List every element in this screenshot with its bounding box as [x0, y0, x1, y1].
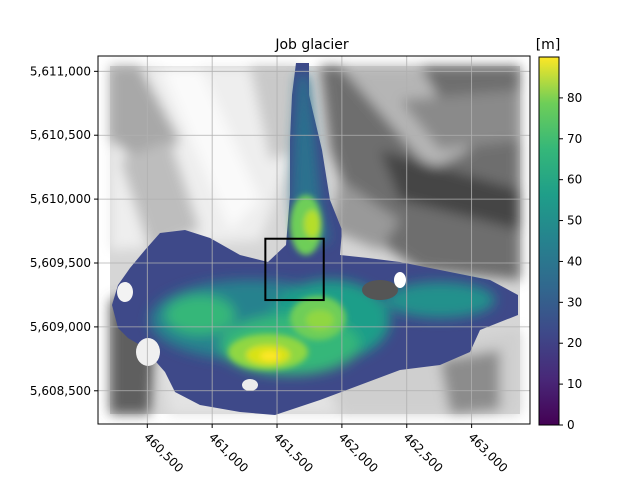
colorbar-tick-label: 70: [567, 132, 582, 146]
colorbar-tick-label: 10: [567, 377, 582, 391]
colorbar-tick-label: 20: [567, 336, 582, 350]
colorbar-tick-label: 40: [567, 254, 582, 268]
y-tick-label: 5,611,000: [30, 64, 91, 78]
x-tick-label: 461,000: [206, 430, 251, 475]
colorbar-tick-label: 0: [567, 418, 575, 432]
y-tick-label: 5,610,000: [30, 192, 91, 206]
colorbar: [m] 0 10 20 30 40 50 60 70 80: [536, 37, 583, 432]
x-tick-label: 460,500: [141, 430, 186, 475]
x-tick-label: 462,500: [401, 430, 446, 475]
colorbar-ticks: 0 10 20 30 40 50 60 70 80: [559, 91, 582, 432]
y-tick-label: 5,609,500: [30, 256, 91, 270]
axes-frame: [97, 55, 531, 425]
highlight-box: [264, 237, 325, 302]
chart-title: Job glacier: [274, 37, 349, 53]
y-axis: 5,611,000 5,610,500 5,610,000 5,609,500 5,60…: [30, 64, 98, 398]
colorbar-gradient: [538, 56, 560, 426]
colorbar-tick-label: 80: [567, 91, 582, 105]
grid-lines: [98, 56, 530, 424]
colorbar-tick-label: 30: [567, 295, 582, 309]
colorbar-tick-label: 50: [567, 214, 582, 228]
plot-area: [98, 56, 530, 424]
x-axis: 460,500 461,000 461,500 462,000 462,500 463,0…: [141, 424, 510, 475]
y-tick-label: 5,609,000: [30, 320, 91, 334]
x-tick-label: 462,000: [336, 430, 381, 475]
y-tick-label: 5,610,500: [30, 128, 91, 142]
x-tick-label: 461,500: [271, 430, 316, 475]
y-tick-label: 5,608,500: [30, 384, 91, 398]
colorbar-tick-label: 60: [567, 173, 582, 187]
colorbar-label: [m]: [536, 37, 561, 53]
x-tick-label: 463,000: [466, 430, 511, 475]
